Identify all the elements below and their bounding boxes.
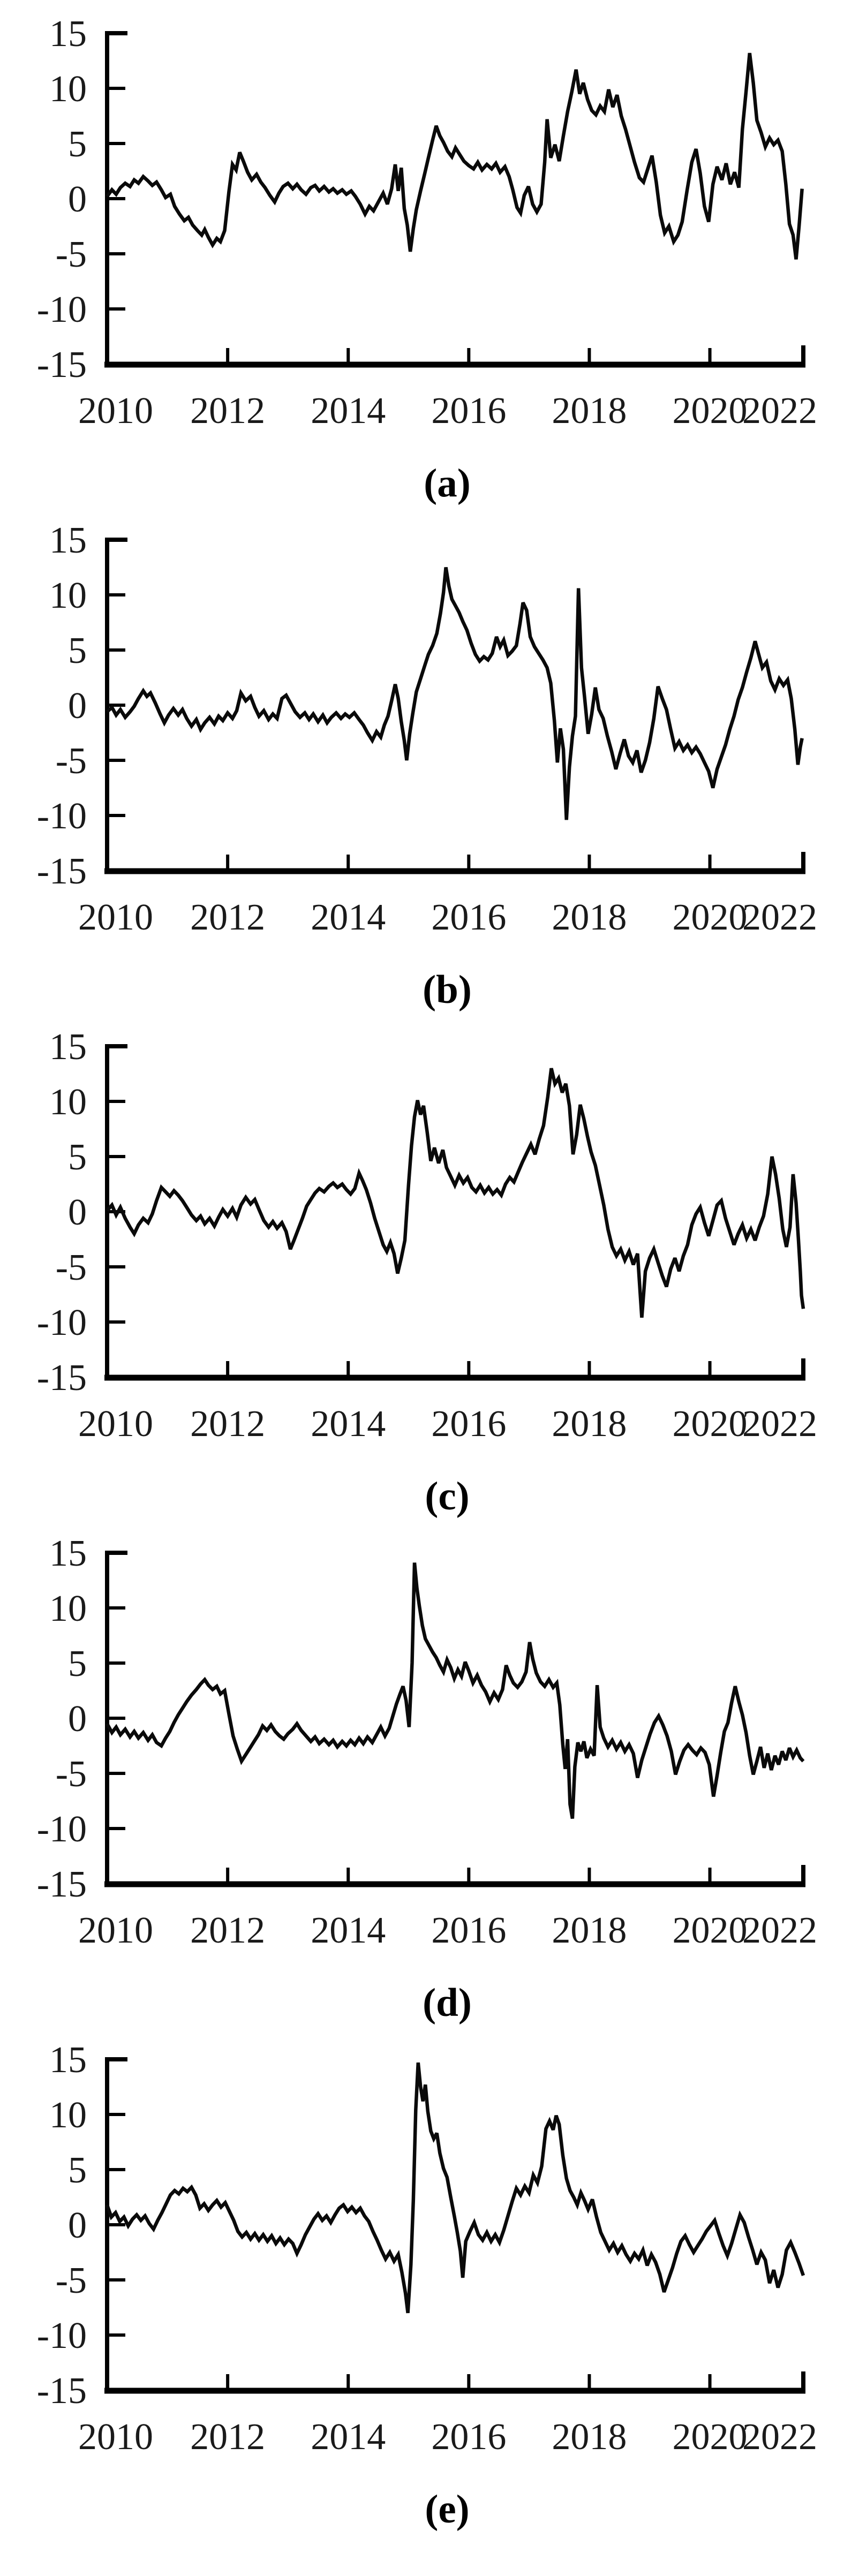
x-tick-label: 2014 [311, 1910, 386, 1951]
x-tick-label: 2010 [78, 390, 153, 432]
panel-caption-c: (c) [425, 1474, 469, 1519]
x-tick-label: 2022 [742, 2416, 817, 2458]
x-tick-label: 2018 [552, 1403, 627, 1445]
chart-panel-b: 15 10 5 0 -5 -10 -15 2010 2012 2014 2016 2018 202020… [37, 520, 817, 1012]
y-tick-label: 10 [49, 69, 87, 110]
y-tick-label: 5 [68, 630, 87, 671]
y-tick-label: 0 [68, 685, 87, 727]
y-tick-label: -15 [37, 344, 87, 386]
y-tick-label: -10 [37, 1302, 87, 1343]
y-tick-label: -5 [56, 1247, 87, 1288]
x-tick-label: 2014 [311, 390, 386, 432]
y-tick-label: -5 [56, 741, 87, 782]
axes: 15 10 5 0 -5 -10 -15 2010 2012 2014 2016 2018 202020… [37, 520, 817, 938]
y-tick-label: 15 [49, 520, 87, 561]
x-tick-label: 2016 [431, 1403, 506, 1445]
y-tick-label: -15 [37, 2370, 87, 2412]
y-tick-label: -15 [37, 1864, 87, 1905]
y-tick-label: 0 [68, 2205, 87, 2246]
y-tick-label: -10 [37, 796, 87, 837]
x-tick-label: 2018 [552, 390, 627, 432]
series-line-b [106, 566, 804, 820]
y-tick-label: -5 [56, 1754, 87, 1795]
x-tick-label: 2014 [311, 2416, 386, 2458]
y-tick-label: 10 [49, 1082, 87, 1123]
y-tick-label: 15 [49, 13, 87, 55]
y-tick-label: 5 [68, 2150, 87, 2191]
x-tick-label: 2010 [78, 897, 153, 938]
panel-caption-d: (d) [423, 1981, 472, 2025]
y-tick-label: 0 [68, 1698, 87, 1740]
y-tick-label: 10 [49, 1588, 87, 1629]
x-tick-label: 2020 [673, 390, 748, 432]
x-tick-label: 2022 [742, 390, 817, 432]
x-tick-label: 2018 [552, 897, 627, 938]
x-tick-label: 2012 [190, 897, 265, 938]
x-tick-label: 2020 [673, 1910, 748, 1951]
y-tick-label: 15 [49, 2039, 87, 2081]
panel-caption-b: (b) [423, 968, 472, 1012]
axes: 15 10 5 0 -5 -10 -15 2010 2012 2014 2016 2018 202020… [37, 1533, 817, 1951]
x-tick-label: 2014 [311, 897, 386, 938]
panel-caption-e: (e) [425, 2487, 469, 2532]
y-tick-label: -10 [37, 2315, 87, 2356]
x-tick-label: 2020 [673, 897, 748, 938]
y-tick-label: -15 [37, 1357, 87, 1399]
x-tick-label: 2012 [190, 1403, 265, 1445]
y-tick-label: 10 [49, 575, 87, 616]
x-tick-label: 2020 [673, 2416, 748, 2458]
series-line-e [105, 2062, 805, 2314]
x-tick-label: 2010 [78, 1403, 153, 1445]
x-tick-label: 2022 [742, 1910, 817, 1951]
y-tick-label: 5 [68, 124, 87, 165]
y-tick-label: -15 [37, 851, 87, 892]
x-tick-label: 2022 [742, 1403, 817, 1445]
y-tick-label: 0 [68, 179, 87, 220]
panel-caption-a: (a) [424, 461, 470, 505]
series-line-d [106, 1562, 805, 1819]
chart-panel-d: 15 10 5 0 -5 -10 -15 2010 2012 2014 2016 2018 202020… [37, 1533, 817, 2025]
x-tick-label: 2010 [78, 2416, 153, 2458]
x-tick-label: 2012 [190, 390, 265, 432]
x-tick-label: 2016 [431, 390, 506, 432]
x-tick-label: 2014 [311, 1403, 386, 1445]
series-line-a [106, 52, 804, 260]
x-tick-label: 2022 [742, 897, 817, 938]
series-line-c [106, 1068, 805, 1318]
x-tick-label: 2012 [190, 1910, 265, 1951]
y-tick-label: 15 [49, 1026, 87, 1068]
x-tick-label: 2010 [78, 1910, 153, 1951]
x-tick-label: 2020 [673, 1403, 748, 1445]
y-tick-label: -10 [37, 1809, 87, 1850]
y-tick-label: 10 [49, 2095, 87, 2136]
x-tick-label: 2016 [431, 2416, 506, 2458]
x-tick-label: 2016 [431, 1910, 506, 1951]
x-tick-label: 2012 [190, 2416, 265, 2458]
x-tick-label: 2018 [552, 2416, 627, 2458]
y-tick-label: -5 [56, 234, 87, 275]
y-tick-label: 0 [68, 1192, 87, 1233]
y-tick-label: -10 [37, 289, 87, 330]
x-tick-label: 2018 [552, 1910, 627, 1951]
y-tick-label: 5 [68, 1137, 87, 1178]
y-tick-label: -5 [56, 2260, 87, 2301]
y-tick-label: 5 [68, 1643, 87, 1684]
x-tick-label: 2016 [431, 897, 506, 938]
y-tick-label: 15 [49, 1533, 87, 1574]
